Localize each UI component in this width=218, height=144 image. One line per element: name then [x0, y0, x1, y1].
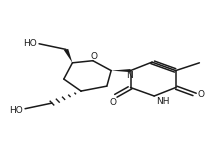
- Text: HO: HO: [9, 106, 22, 115]
- Text: N: N: [126, 71, 133, 80]
- Text: NH: NH: [156, 97, 170, 106]
- Text: O: O: [110, 98, 117, 107]
- Polygon shape: [64, 49, 72, 63]
- Text: O: O: [90, 52, 97, 61]
- Polygon shape: [111, 69, 131, 72]
- Text: HO: HO: [23, 39, 36, 48]
- Text: O: O: [197, 90, 204, 99]
